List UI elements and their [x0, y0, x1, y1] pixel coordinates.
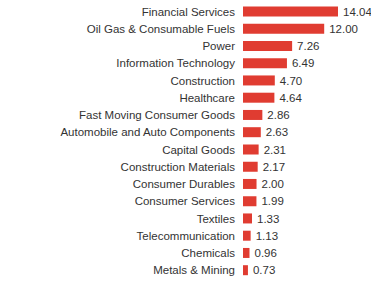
svg-text:12.00: 12.00	[329, 23, 358, 35]
svg-text:Capital Goods: Capital Goods	[162, 144, 235, 156]
svg-text:Healthcare: Healthcare	[179, 92, 235, 104]
svg-text:Automobile and Auto Components: Automobile and Auto Components	[60, 126, 235, 138]
svg-text:1.33: 1.33	[257, 213, 279, 225]
svg-text:Fast Moving Consumer Goods: Fast Moving Consumer Goods	[79, 109, 235, 121]
svg-text:2.86: 2.86	[267, 109, 289, 121]
svg-text:Telecommunication: Telecommunication	[137, 230, 235, 242]
svg-text:Metals & Mining: Metals & Mining	[153, 264, 235, 276]
svg-text:1.99: 1.99	[261, 195, 283, 207]
svg-text:Textiles: Textiles	[197, 213, 236, 225]
svg-text:14.04: 14.04	[343, 6, 363, 18]
svg-text:1.13: 1.13	[256, 230, 278, 242]
svg-text:Construction Materials: Construction Materials	[121, 161, 236, 173]
svg-text:Consumer Services: Consumer Services	[135, 195, 236, 207]
svg-text:Consumer Durables: Consumer Durables	[133, 178, 236, 190]
svg-text:Financial Services: Financial Services	[142, 6, 236, 18]
svg-text:Oil Gas & Consumable Fuels: Oil Gas & Consumable Fuels	[87, 23, 236, 35]
svg-text:6.49: 6.49	[292, 57, 314, 69]
svg-text:Chemicals: Chemicals	[181, 247, 235, 259]
svg-text:Power: Power	[202, 40, 235, 52]
svg-text:2.17: 2.17	[263, 161, 285, 173]
svg-text:7.26: 7.26	[297, 40, 319, 52]
svg-text:4.70: 4.70	[280, 75, 302, 87]
svg-text:2.63: 2.63	[266, 126, 288, 138]
svg-text:2.00: 2.00	[262, 178, 284, 190]
svg-text:Information Technology: Information Technology	[116, 57, 235, 69]
svg-text:2.31: 2.31	[264, 144, 286, 156]
svg-text:Construction: Construction	[170, 75, 235, 87]
svg-text:0.73: 0.73	[253, 264, 275, 276]
svg-text:4.64: 4.64	[279, 92, 302, 104]
svg-text:0.96: 0.96	[254, 247, 276, 259]
